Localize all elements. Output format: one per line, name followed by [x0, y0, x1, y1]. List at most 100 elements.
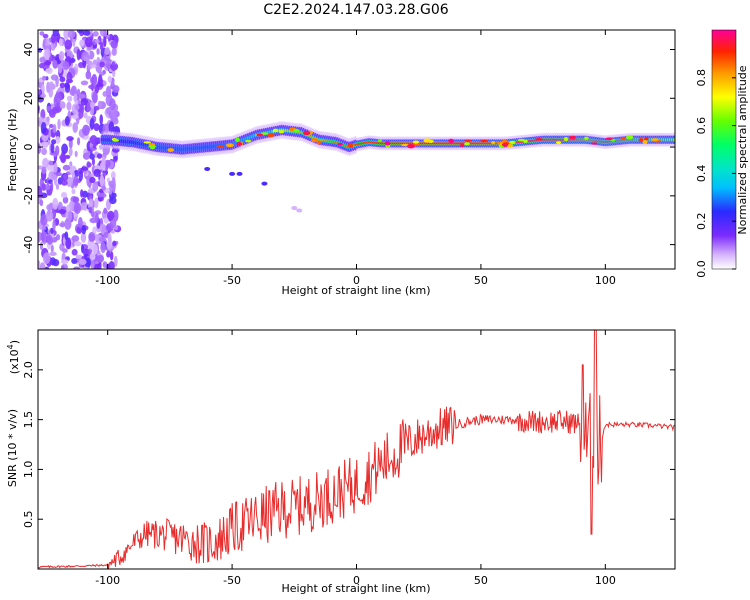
snr-x-axis: -100 -50 0 50 100 [95, 330, 616, 587]
spectrogram-cell [46, 233, 52, 243]
spectrogram-cell [563, 136, 569, 142]
spectrogram-cell [105, 166, 109, 171]
spectrogram-cell [99, 114, 103, 125]
spectrogram-cell [501, 142, 509, 147]
spectrogram-cell [225, 143, 234, 148]
spectrogram-cell [316, 140, 321, 145]
spectrogram-cell [45, 210, 54, 222]
spectrogram-cell [535, 138, 543, 141]
spectrogram-cell [72, 122, 78, 133]
snr-y-multiplier-close: ) [8, 340, 21, 344]
spectrogram-cell [74, 104, 80, 111]
spectrogram-cell [401, 143, 410, 147]
spectrogram-cell [68, 147, 73, 157]
snr-y-axis: 0.5 1.0 1.5 2.0 [22, 361, 675, 528]
spectrogram-cell [112, 118, 119, 125]
spectrogram-cell [102, 90, 108, 97]
snr-x-tick-label: 50 [474, 574, 488, 587]
spectrogram-cell [73, 93, 78, 103]
spectrogram-cell [99, 78, 104, 84]
spectrogram-cell [81, 190, 89, 198]
spectrogram-cell [48, 123, 54, 128]
spectrogram-cell [68, 201, 75, 211]
spectrogram-cell [66, 136, 74, 142]
spectrogram-cell [38, 231, 42, 243]
spectrogram-cell [407, 143, 415, 149]
spectrogram-marks [38, 30, 675, 269]
spectrogram-cell [50, 41, 56, 51]
spectrogram-cell [53, 162, 58, 174]
spectrogram-cell [50, 181, 54, 193]
spectrogram-cell [85, 70, 92, 80]
spectrogram-cell [112, 138, 120, 142]
spectrogram-cell [48, 81, 54, 91]
spectrogram-cell [109, 98, 116, 111]
spectrogram-cell [64, 116, 70, 126]
spectrogram-cell [38, 260, 41, 269]
spectrogram-cell [60, 265, 65, 269]
snr-y-multiplier-exp: 4 [6, 344, 15, 349]
spectrogram-cell [110, 108, 118, 119]
spectrogram-cell [90, 64, 97, 69]
spectrogram-cell [261, 181, 268, 186]
spectrogram-cell [310, 137, 319, 143]
spectrogram-y-axis: -40 -20 0 20 40 [22, 43, 675, 254]
spectrogram-cell [55, 145, 60, 156]
spectrogram-cell [56, 172, 62, 177]
spectrogram-cell [236, 142, 243, 146]
spectrogram-cell [59, 101, 66, 109]
spectrogram-cell [64, 39, 73, 50]
spectrogram-cell [45, 45, 51, 51]
snr-x-tick-label: -100 [95, 574, 120, 587]
spectrogram-cell [80, 98, 89, 106]
spectrogram-y-tick-label: -40 [22, 236, 35, 254]
spectrogram-cell [60, 259, 69, 265]
spectrogram-cell [66, 95, 73, 102]
spectrogram-cell [106, 241, 113, 250]
spectrogram-cell [41, 75, 47, 81]
spectrogram-cell [52, 197, 59, 210]
spectrogram-cell [62, 164, 71, 171]
spectrogram-cell [46, 116, 50, 122]
spectrogram-y-tick-label: 20 [22, 91, 35, 105]
spectrogram-cell [59, 82, 66, 89]
spectrogram-cell [81, 224, 87, 235]
spectrogram-cell [53, 174, 58, 186]
snr-x-tick-label: 100 [595, 574, 616, 587]
spectrogram-cell [93, 123, 100, 131]
spectrogram-cell [569, 135, 576, 140]
snr-x-tick-label: 0 [353, 574, 360, 587]
spectrogram-cell [77, 216, 83, 229]
spectrogram-cell [638, 137, 644, 142]
spectrogram-cell [73, 202, 82, 214]
spectrogram-cell [89, 135, 98, 145]
spectrogram-y-tick-label: -20 [22, 187, 35, 205]
spectrogram-cell [584, 136, 589, 141]
spectrogram-cell [96, 48, 100, 55]
colorbar-tick-label: 0.6 [695, 117, 708, 135]
spectrogram-cell [377, 139, 383, 143]
spectrogram-y-label: Frequency (Hz) [6, 109, 19, 192]
snr-panel: -100 -50 0 50 100 0.5 1.0 1.5 2.0 Height of str… [6, 329, 676, 595]
spectrogram-cell [40, 122, 47, 134]
spectrogram-cell [80, 189, 84, 198]
spectrogram-cell [337, 142, 343, 146]
spectrogram-cell [517, 138, 525, 142]
spectrogram-cell [620, 137, 626, 140]
spectrogram-x-label: Height of straight line (km) [281, 284, 430, 297]
spectrogram-cell [61, 143, 69, 155]
spectrogram-cell [148, 145, 157, 148]
spectrogram-cell [72, 196, 80, 203]
spectrogram-cell [59, 222, 66, 227]
spectrogram-cell [90, 211, 95, 217]
snr-y-multiplier-base: (x10 [8, 349, 21, 374]
spectrogram-cell [39, 262, 46, 269]
spectrogram-cell [302, 130, 311, 136]
spectrogram-cell [480, 139, 489, 143]
spectrogram-cell [59, 76, 66, 83]
spectrogram-cell [100, 241, 106, 254]
spectrogram-cell [523, 139, 528, 143]
spectrogram-cell [94, 197, 99, 209]
spectrogram-cell [256, 133, 264, 137]
spectrogram-cell [64, 231, 69, 241]
